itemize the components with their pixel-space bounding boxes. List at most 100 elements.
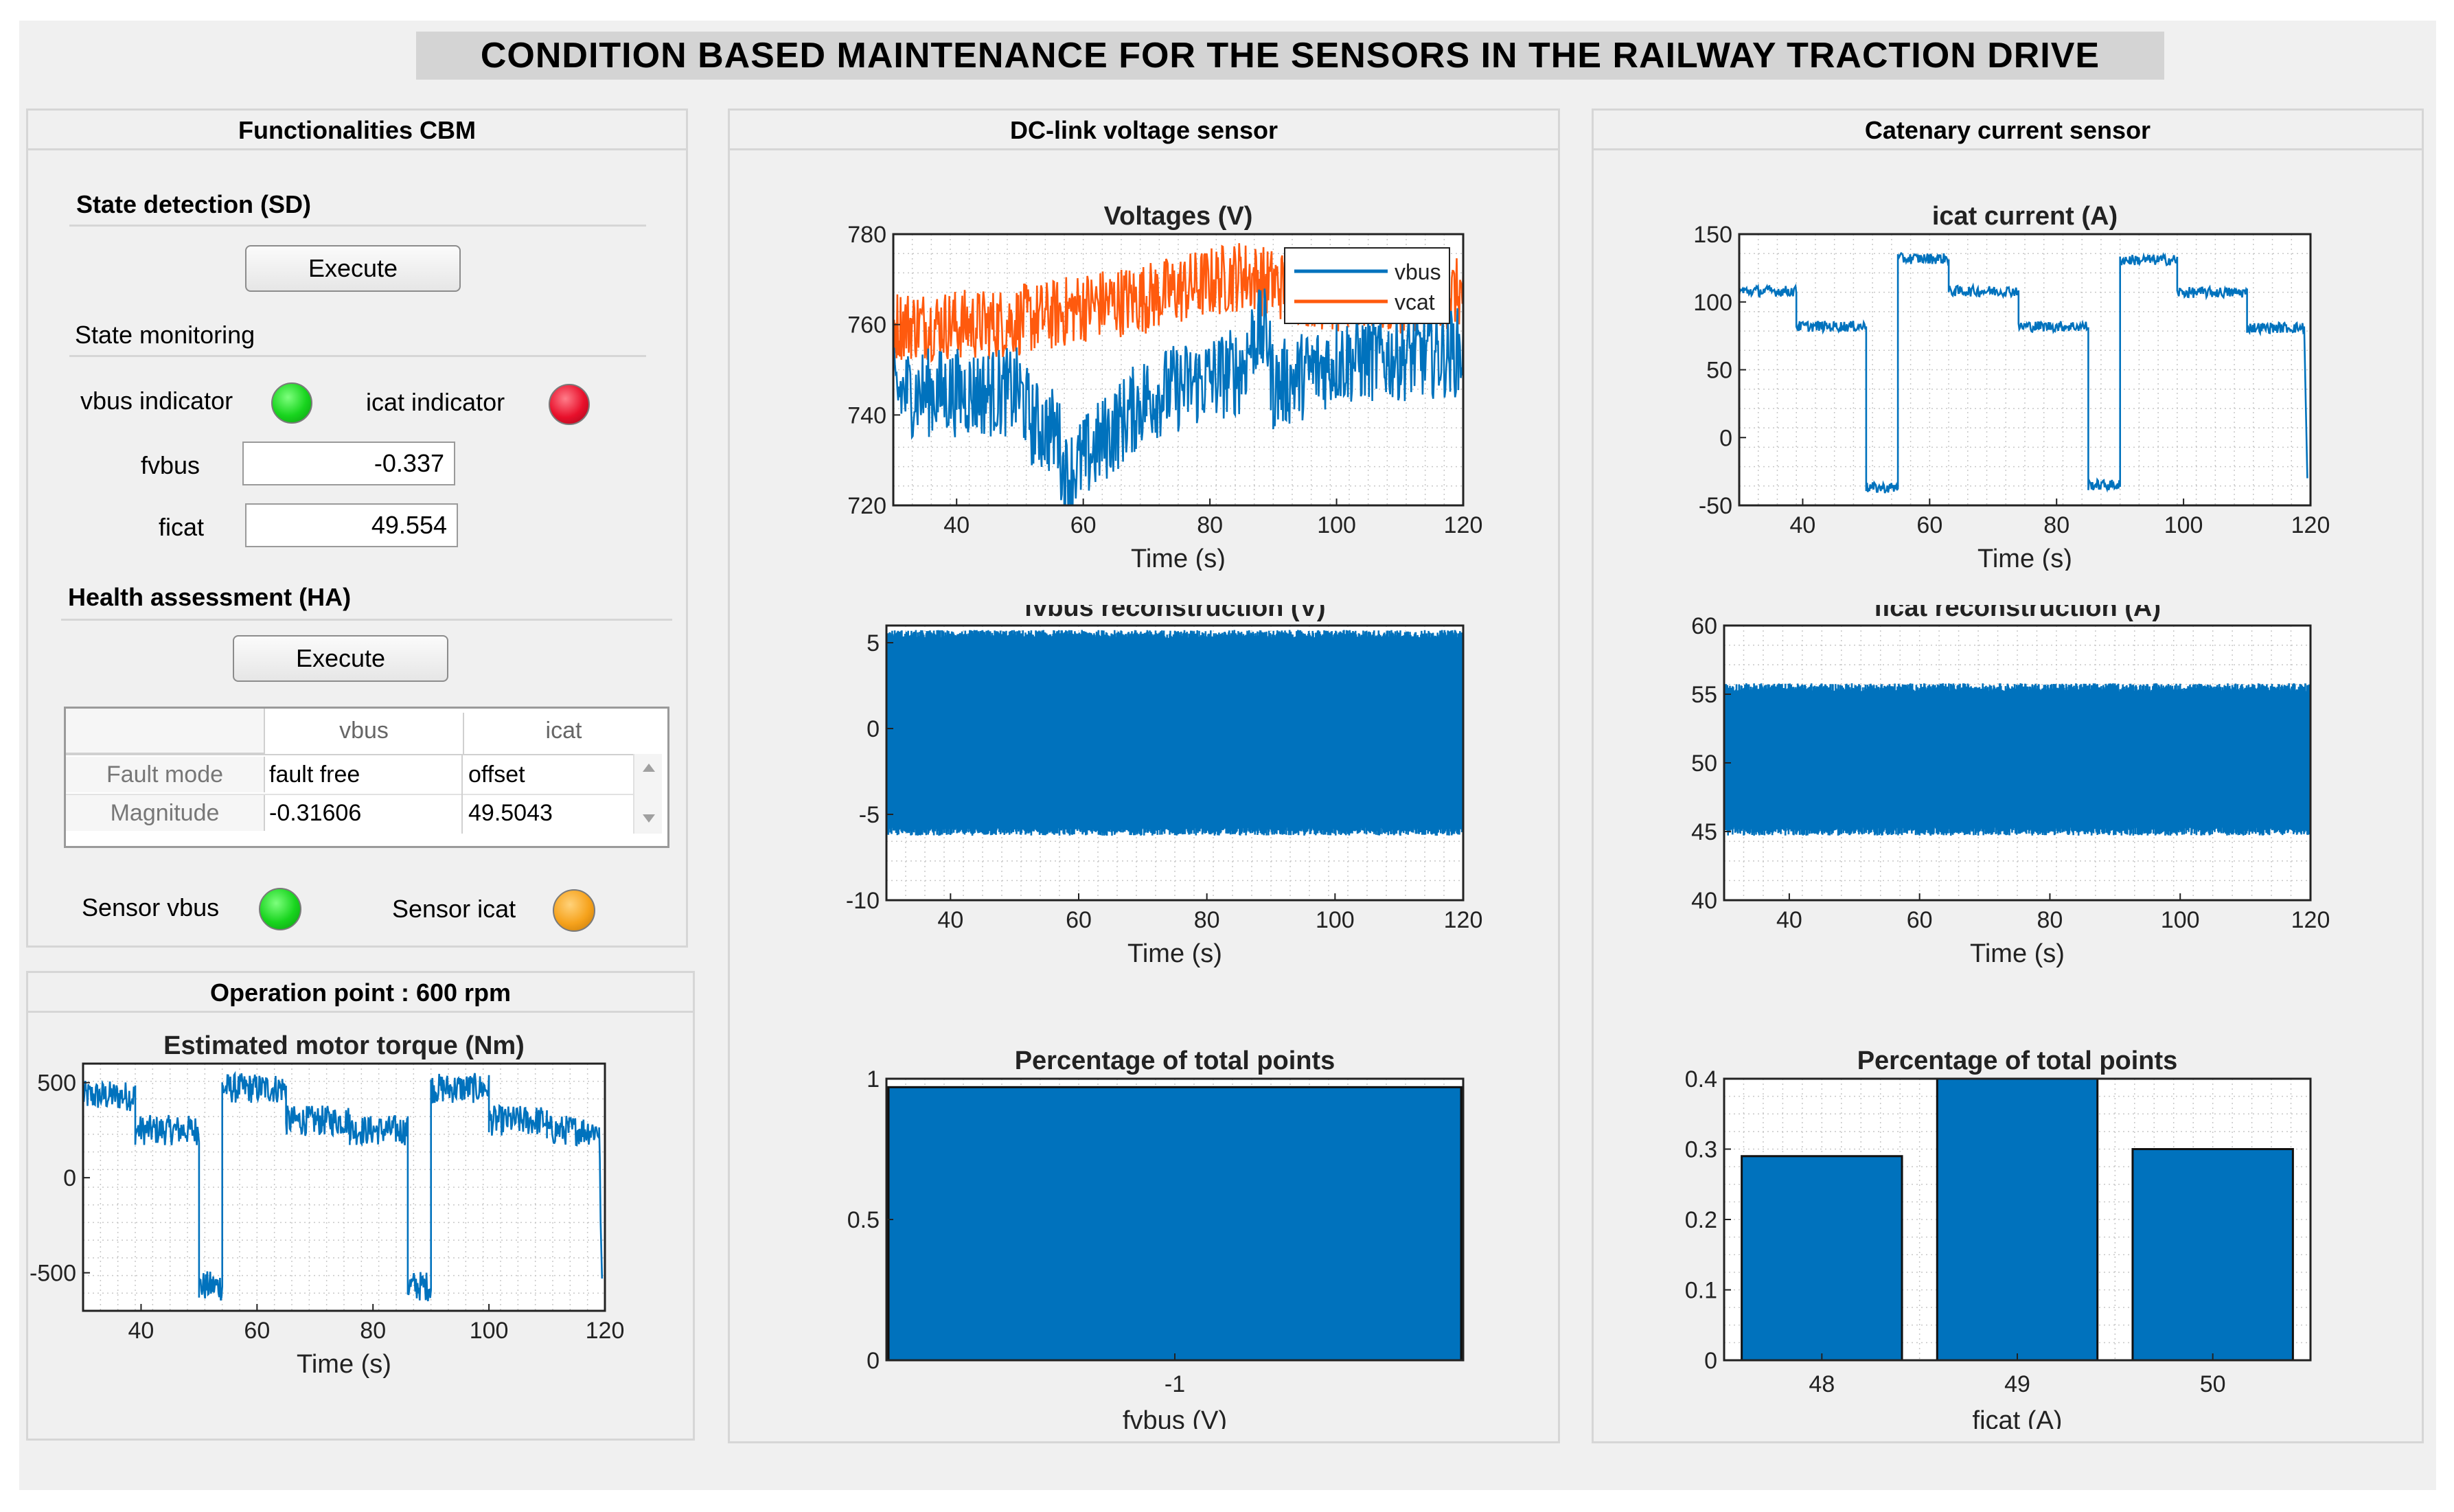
y-tick-label: 0.2 bbox=[1685, 1207, 1717, 1233]
torque-title: Estimated motor torque (Nm) bbox=[163, 1031, 525, 1060]
table-cell[interactable]: fault free bbox=[269, 761, 360, 788]
y-tick-label: 50 bbox=[1706, 358, 1732, 384]
y-tick-label: 0 bbox=[1704, 1348, 1717, 1374]
y-tick-label: 100 bbox=[1693, 290, 1732, 316]
fvbus-axes bbox=[885, 624, 1465, 902]
y-tick-label: 45 bbox=[1691, 819, 1717, 845]
table-cell[interactable]: 49.5043 bbox=[468, 800, 553, 826]
functionalities-panel-title: Functionalities CBM bbox=[28, 111, 686, 150]
x-tick-label: 60 bbox=[244, 1318, 270, 1344]
monitoring-divider bbox=[69, 355, 646, 357]
sd-execute-button[interactable]: Execute bbox=[245, 245, 461, 292]
icat-chart: icat current (A) 40 60 80 100 120 -50 0 50 100 150… bbox=[1594, 186, 2422, 573]
fvbus-svg: fvbus reconstruction (V) 40 60 80 100 120 -10 -… bbox=[846, 593, 1483, 968]
torque-svg: Estimated motor torque (Nm) 40 60 80 100 120 -… bbox=[30, 1031, 625, 1379]
ha-section-title: Health assessment (HA) bbox=[68, 583, 352, 611]
scroll-down-icon[interactable] bbox=[643, 814, 655, 823]
y-tick-label: 1 bbox=[867, 1066, 880, 1092]
fvbus-xlabel: Time (s) bbox=[1127, 939, 1222, 968]
torque-series-torque bbox=[83, 1070, 604, 1302]
ficat-title: ficat reconstruction (A) bbox=[1874, 605, 2161, 622]
ficat-svg: ficat reconstruction (A) 40 60 80 100 120 40 45… bbox=[1691, 593, 2330, 968]
voltages-svg: Voltages (V) 40 60 80 100 120 720 740 760 780 Time… bbox=[847, 202, 1483, 573]
ficat-chart: ficat reconstruction (A) 40 60 80 100 120 40 45… bbox=[1594, 593, 2422, 989]
y-tick-label: 60 bbox=[1691, 613, 1717, 639]
y-tick-label: 740 bbox=[847, 402, 886, 428]
ficat-histogram: Percentage of total points 48 49 50 0 0.1 0.2 0… bbox=[1594, 1017, 2422, 1435]
y-tick-label: 0.4 bbox=[1685, 1066, 1717, 1092]
legend-label-vbus: vbus bbox=[1395, 260, 1441, 284]
y-tick-label: 150 bbox=[1693, 222, 1732, 248]
x-tick-label: 60 bbox=[1070, 512, 1097, 538]
fvbus-histogram: Percentage of total points -1 0 0.5 1 fvbus (… bbox=[730, 1017, 1558, 1435]
y-tick-label: 780 bbox=[847, 222, 886, 248]
y-tick-label: -10 bbox=[846, 888, 880, 914]
icat-series-icat bbox=[1739, 251, 2308, 494]
functionalities-panel: Functionalities CBM State detection (SD)… bbox=[26, 108, 688, 948]
table-row-label: Magnitude bbox=[66, 795, 265, 831]
hist_ficat-bar bbox=[2131, 1148, 2294, 1362]
legend-box bbox=[1284, 247, 1450, 324]
x-tick-label: 40 bbox=[1790, 512, 1816, 538]
x-tick-label: 40 bbox=[128, 1318, 154, 1344]
fvbus-field[interactable]: -0.337 bbox=[242, 442, 455, 485]
voltages-series-vbus bbox=[893, 288, 1463, 505]
ficat-axes bbox=[1723, 624, 2312, 902]
x-tick-label: 60 bbox=[1066, 907, 1092, 933]
table-cell[interactable]: -0.31606 bbox=[269, 800, 362, 826]
x-tick-label: 100 bbox=[2161, 907, 2200, 933]
operation-panel-title: Operation point : 600 rpm bbox=[28, 973, 693, 1013]
hist_ficat-bar bbox=[1741, 1155, 1903, 1362]
hist_ficat-title: Percentage of total points bbox=[1857, 1046, 2178, 1075]
x-tick-label: 80 bbox=[360, 1318, 386, 1344]
table-cell[interactable]: offset bbox=[468, 761, 525, 788]
table-col-divider bbox=[461, 754, 463, 834]
scroll-up-icon[interactable] bbox=[643, 764, 655, 772]
y-tick-label: 5 bbox=[867, 630, 880, 656]
hist_ficat-axes bbox=[1723, 1077, 2312, 1362]
vbus-indicator-label: vbus indicator bbox=[80, 387, 233, 415]
x-tick-label: 120 bbox=[1444, 512, 1483, 538]
table-header-divider bbox=[66, 754, 662, 755]
y-tick-label: 760 bbox=[847, 312, 886, 339]
hist_fvbus-bar bbox=[887, 1086, 1463, 1362]
x-tick-label: 40 bbox=[1776, 907, 1802, 933]
catenary-panel: Catenary current sensor icat current (A)… bbox=[1592, 108, 2424, 1443]
hist_ficat-bar bbox=[1936, 1077, 2099, 1362]
hist_fvbus-xlabel: fvbus (V) bbox=[1123, 1406, 1227, 1429]
table-corner bbox=[66, 709, 265, 754]
x-tick-label: 80 bbox=[1197, 512, 1223, 538]
vbus-indicator-lamp bbox=[271, 382, 312, 424]
ha-execute-button[interactable]: Execute bbox=[233, 635, 448, 682]
sd-section-title: State detection (SD) bbox=[76, 190, 312, 218]
catenary-panel-title: Catenary current sensor bbox=[1594, 111, 2422, 150]
icat-indicator-lamp bbox=[549, 384, 590, 425]
y-tick-label: 50 bbox=[1691, 751, 1717, 777]
y-tick-label: 500 bbox=[37, 1070, 76, 1097]
x-tick-label: 120 bbox=[586, 1318, 625, 1344]
y-tick-label: 720 bbox=[847, 493, 886, 519]
torque-axes bbox=[82, 1062, 606, 1312]
y-tick-label: 0 bbox=[63, 1165, 76, 1191]
x-tick-label: 60 bbox=[1916, 512, 1942, 538]
ficat-field[interactable]: 49.554 bbox=[245, 503, 458, 547]
voltages-axes bbox=[892, 233, 1465, 507]
sensor-vbus-lamp bbox=[259, 888, 301, 930]
operation-panel: Operation point : 600 rpm Estimated moto… bbox=[26, 971, 695, 1441]
y-tick-label: 0 bbox=[867, 1348, 880, 1374]
table-scrollbar[interactable] bbox=[633, 754, 662, 834]
sd-divider bbox=[69, 225, 646, 227]
hist_fvbus-svg: Percentage of total points -1 0 0.5 1 fvbus (… bbox=[847, 1046, 1465, 1435]
sensor-icat-label: Sensor icat bbox=[392, 895, 516, 923]
y-tick-label: -500 bbox=[30, 1261, 76, 1287]
table-header-icat: icat bbox=[545, 718, 582, 744]
x-tick-label: 80 bbox=[2037, 907, 2063, 933]
x-tick-label: 120 bbox=[2291, 907, 2330, 933]
x-tick-label: 80 bbox=[2043, 512, 2069, 538]
legend-label-vcat: vcat bbox=[1395, 290, 1435, 314]
y-tick-label: -5 bbox=[859, 802, 880, 828]
icat-axes bbox=[1738, 233, 2312, 507]
icat-title: icat current (A) bbox=[1932, 202, 2118, 231]
x-tick-label: 120 bbox=[2291, 512, 2330, 538]
x-tick-label: -1 bbox=[1165, 1371, 1185, 1397]
